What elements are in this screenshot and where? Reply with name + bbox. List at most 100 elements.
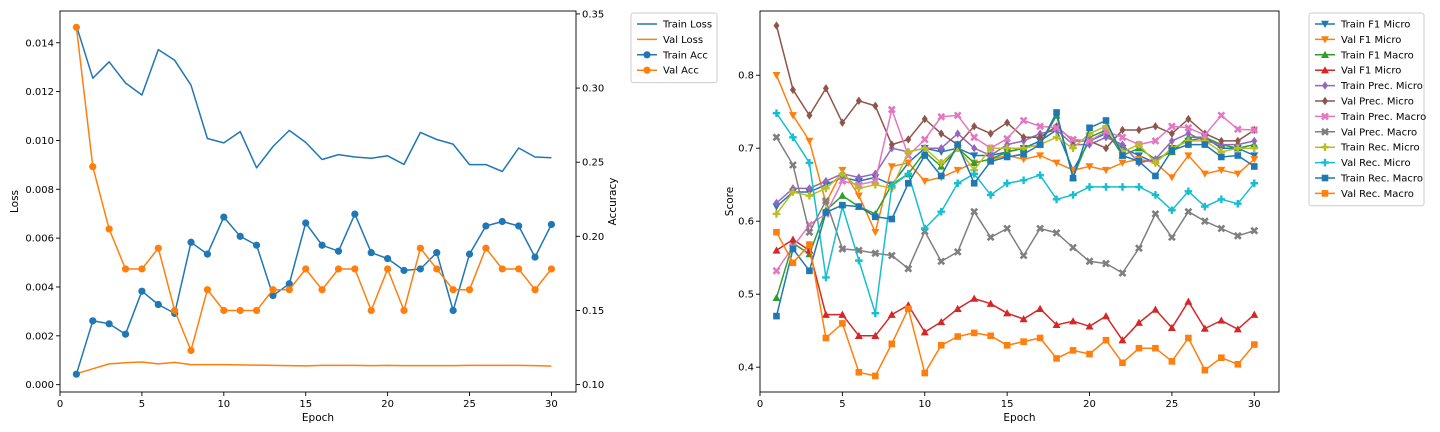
legend-frame — [1308, 12, 1425, 207]
data-point — [1020, 133, 1027, 142]
y-tick-label: 0.012 — [25, 87, 54, 98]
legend-item-val-prec-micro: Val Prec. Micro — [1315, 97, 1414, 108]
data-point — [203, 286, 212, 294]
legend-swatch-marker — [1321, 112, 1329, 121]
data-point — [821, 196, 830, 205]
data-point — [772, 109, 781, 117]
data-point — [1052, 320, 1061, 329]
legend-label: Val Prec. Macro — [1341, 127, 1417, 138]
data-point — [938, 129, 945, 138]
series-val-prec-micro — [773, 21, 1258, 153]
data-point — [1184, 187, 1193, 196]
data-point — [1119, 140, 1126, 149]
data-point — [1118, 159, 1127, 167]
legend-label: Val Rec. Micro — [1341, 158, 1411, 169]
legend-label: Val Prec. Micro — [1341, 97, 1414, 108]
data-point — [789, 161, 797, 169]
data-point — [773, 228, 780, 236]
data-point — [839, 201, 846, 209]
data-point — [937, 207, 946, 216]
data-point — [773, 312, 780, 320]
data-point — [1102, 183, 1110, 191]
data-point — [1053, 109, 1060, 116]
data-point — [1184, 207, 1193, 216]
data-point — [921, 114, 928, 124]
data-point — [920, 224, 929, 233]
data-point — [1250, 179, 1259, 188]
data-point — [1085, 183, 1094, 191]
data-point — [121, 265, 130, 273]
data-point — [1069, 144, 1077, 153]
loss-accuracy-chart: 0 5 10 15 20 25 30 0.000 0.002 0.004 0.006 0.008 0.0… — [9, 9, 718, 424]
data-point — [1086, 124, 1093, 132]
data-point — [105, 320, 113, 328]
data-point — [954, 333, 962, 340]
data-point — [1184, 123, 1193, 132]
data-point — [1200, 217, 1209, 226]
data-point — [986, 233, 995, 242]
data-point — [1250, 310, 1259, 318]
data-point — [1118, 336, 1127, 344]
data-point — [821, 310, 830, 318]
data-point — [1118, 133, 1127, 142]
data-point — [970, 152, 979, 160]
x-tick-label: 0 — [57, 399, 63, 410]
legend-swatch-marker — [1321, 190, 1329, 197]
data-point — [1168, 358, 1176, 365]
legend-label: Train Rec. Micro — [1340, 143, 1420, 154]
series-line — [776, 129, 1255, 204]
data-point — [1052, 159, 1061, 167]
legend-label: Val Rec. Macro — [1341, 189, 1414, 200]
series-val-f1-micro — [772, 235, 1259, 344]
y2-tick-label: 0.10 — [582, 380, 604, 391]
data-point — [433, 265, 441, 273]
data-point — [854, 192, 863, 200]
y-tick-label: 0.014 — [25, 38, 54, 49]
data-point — [1118, 183, 1127, 191]
data-point — [203, 250, 212, 258]
data-point — [904, 159, 913, 167]
data-point — [302, 265, 310, 273]
y-tick-label: 0.008 — [25, 185, 54, 196]
series-val-rec-macro — [773, 228, 1258, 380]
data-point — [334, 265, 343, 273]
data-point — [482, 222, 490, 230]
legend-item-val-rec-macro: Val Rec. Macro — [1315, 189, 1414, 200]
axes-frame — [759, 10, 1280, 393]
legend-swatch-marker — [1321, 66, 1329, 74]
data-point — [822, 176, 829, 186]
data-point — [970, 179, 978, 187]
data-point — [921, 369, 929, 377]
legend-label: Train Prec. Micro — [1340, 81, 1423, 92]
data-point — [1200, 170, 1209, 178]
data-point — [1069, 317, 1078, 325]
x-tick-label: 30 — [545, 399, 558, 410]
data-point — [1218, 153, 1225, 161]
series-line — [776, 238, 1255, 341]
data-point — [970, 133, 979, 142]
x-tick-label: 20 — [381, 399, 394, 410]
data-point — [1250, 126, 1259, 134]
data-point — [1036, 304, 1045, 312]
plot-area — [772, 21, 1259, 380]
data-point — [1052, 195, 1061, 204]
legend-item-train-loss: Train Loss — [637, 20, 712, 31]
data-point — [921, 152, 929, 159]
legend-label: Val F1 Micro — [1341, 35, 1401, 46]
data-point — [1102, 259, 1110, 268]
data-point — [121, 330, 130, 338]
series-line — [76, 361, 552, 375]
data-point — [970, 329, 978, 337]
data-point — [252, 306, 261, 315]
data-point — [1234, 199, 1242, 208]
data-point — [1217, 195, 1226, 204]
data-point — [1119, 125, 1126, 135]
data-point — [515, 222, 523, 230]
y-tick-label: 0.7 — [738, 144, 754, 155]
data-point — [971, 122, 978, 131]
data-point — [937, 172, 945, 180]
x-tick-label: 30 — [1248, 399, 1261, 410]
legend-label: Train Rec. Macro — [1340, 174, 1423, 185]
legend-item-val-rec-micro: Val Rec. Micro — [1315, 158, 1411, 169]
data-point — [887, 310, 896, 318]
